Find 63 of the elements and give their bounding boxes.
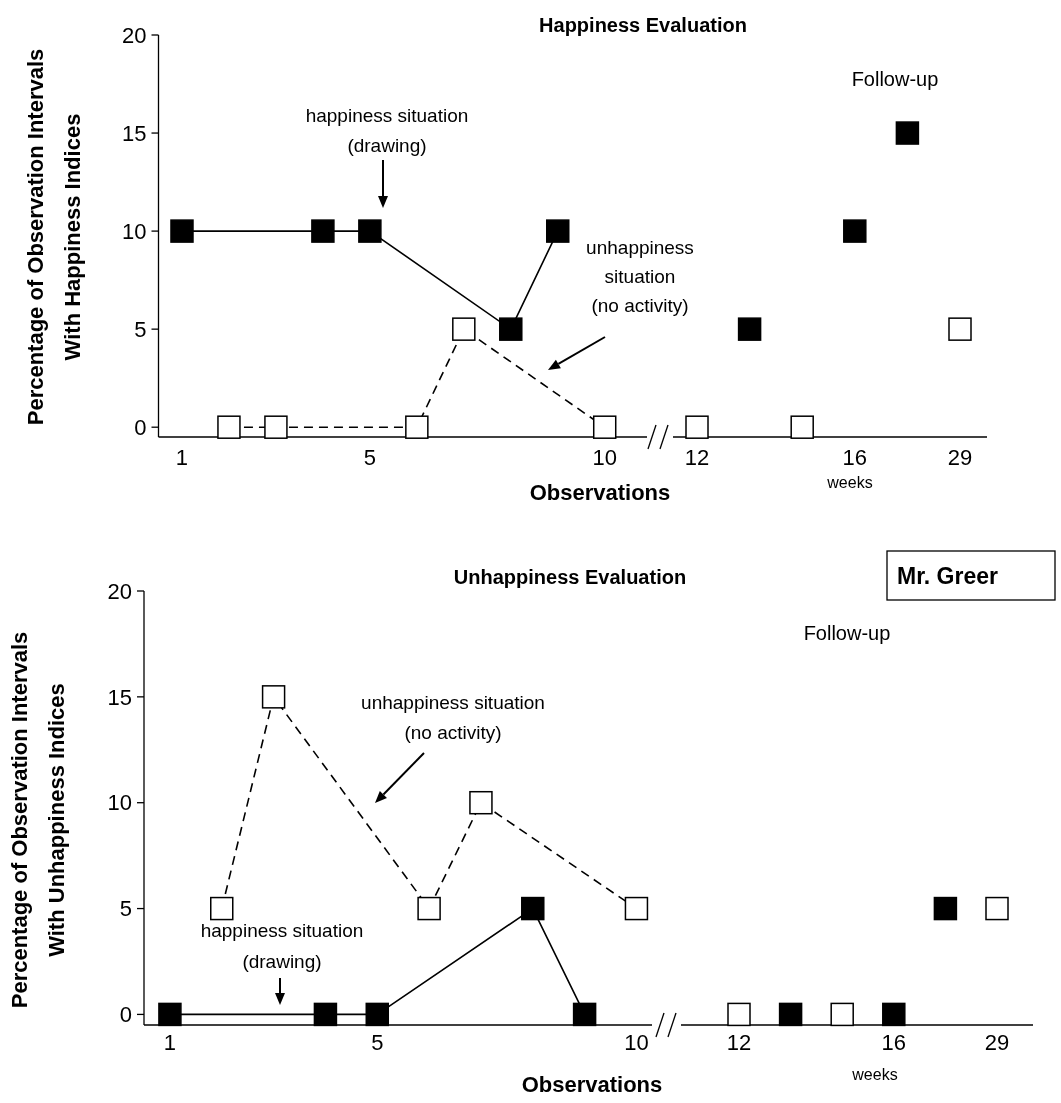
point (895, 121, 920, 145)
annotation: unhappiness situation (no activity) (361, 692, 545, 743)
x-tick-label: 12 (684, 445, 710, 470)
point (624, 896, 649, 921)
x-tick-label: 29 (947, 445, 973, 470)
y-tick-label: 20 (107, 578, 132, 604)
y-tick-label: 10 (122, 218, 147, 244)
point (358, 219, 382, 243)
x-tick-label: 10 (624, 1030, 649, 1055)
annotation: happiness situation (drawing) (200, 920, 364, 972)
y-tick-label: 20 (122, 22, 147, 48)
point (313, 1002, 338, 1027)
annotation: Follow-up (803, 622, 891, 644)
chart-title: Unhappiness Evaluation (453, 566, 687, 588)
point (737, 317, 762, 341)
y-tick-label: 10 (107, 790, 132, 816)
x-tick-label: 16 (881, 1030, 907, 1055)
point (170, 219, 194, 243)
x-tick-label: 10 (592, 445, 617, 470)
point (521, 896, 545, 921)
annotation: Follow-up (851, 68, 939, 90)
point (843, 219, 867, 243)
point (546, 219, 570, 243)
point (452, 317, 476, 341)
y-tick-label: 0 (119, 1002, 132, 1028)
text: weeks (826, 474, 873, 491)
point (790, 415, 814, 439)
annotation: happiness situation (drawing) (305, 105, 469, 156)
chart-title: Happiness Evaluation (539, 14, 747, 36)
y-axis-title: Percentage of Observation Intervals With Happiness Indices (23, 48, 85, 426)
point (365, 1002, 390, 1027)
point (264, 415, 288, 439)
x-tick-label: 12 (726, 1030, 752, 1055)
y-tick-label: 5 (119, 896, 132, 922)
x-tick-label: 1 (163, 1030, 177, 1055)
text: weeks (851, 1066, 898, 1083)
point (469, 790, 493, 815)
x-tick-label: 5 (371, 1030, 384, 1055)
point (210, 896, 234, 921)
point (405, 415, 429, 439)
x-tick-label: 16 (842, 445, 868, 470)
x-axis-title: Observations (521, 1072, 663, 1097)
point (261, 685, 286, 709)
y-tick-label: 15 (107, 684, 132, 710)
point (311, 219, 335, 243)
point (499, 317, 523, 341)
y-tick-label: 0 (134, 414, 147, 440)
point (685, 415, 709, 439)
x-axis-title: Observations (529, 480, 671, 505)
x-tick-label: 1 (175, 445, 189, 470)
y-tick-label: 5 (134, 316, 147, 342)
point (948, 317, 972, 341)
y-tick-label: 15 (122, 120, 147, 146)
annotation: unhappiness situation (no activity) (586, 237, 694, 316)
point (592, 415, 617, 439)
point (417, 896, 441, 921)
point (158, 1002, 182, 1027)
point (217, 415, 241, 439)
point (572, 1002, 597, 1027)
x-tick-label: 29 (984, 1030, 1010, 1055)
text: Mr. Greer (897, 563, 999, 589)
x-tick-label: 5 (363, 445, 376, 470)
y-axis-title: Percentage of Observation Intervals With Unhappiness Indices (7, 631, 69, 1009)
